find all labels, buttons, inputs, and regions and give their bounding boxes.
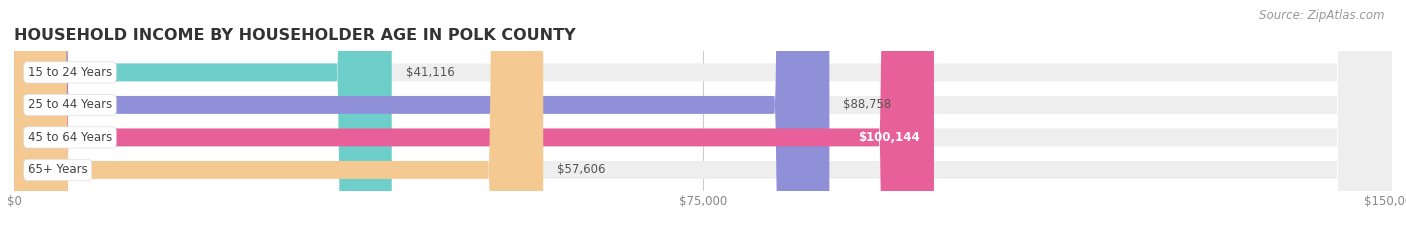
FancyBboxPatch shape xyxy=(14,0,830,233)
Text: HOUSEHOLD INCOME BY HOUSEHOLDER AGE IN POLK COUNTY: HOUSEHOLD INCOME BY HOUSEHOLDER AGE IN P… xyxy=(14,28,575,43)
FancyBboxPatch shape xyxy=(14,0,1392,233)
FancyBboxPatch shape xyxy=(14,0,392,233)
Text: Source: ZipAtlas.com: Source: ZipAtlas.com xyxy=(1260,9,1385,22)
FancyBboxPatch shape xyxy=(14,0,543,233)
Text: 45 to 64 Years: 45 to 64 Years xyxy=(28,131,112,144)
Text: 15 to 24 Years: 15 to 24 Years xyxy=(28,66,112,79)
Text: 65+ Years: 65+ Years xyxy=(28,163,87,176)
FancyBboxPatch shape xyxy=(14,0,934,233)
Text: $100,144: $100,144 xyxy=(859,131,920,144)
Text: $41,116: $41,116 xyxy=(405,66,454,79)
Text: $88,758: $88,758 xyxy=(844,98,891,111)
FancyBboxPatch shape xyxy=(14,0,1392,233)
Text: $57,606: $57,606 xyxy=(557,163,606,176)
FancyBboxPatch shape xyxy=(14,0,1392,233)
Text: 25 to 44 Years: 25 to 44 Years xyxy=(28,98,112,111)
FancyBboxPatch shape xyxy=(14,0,1392,233)
